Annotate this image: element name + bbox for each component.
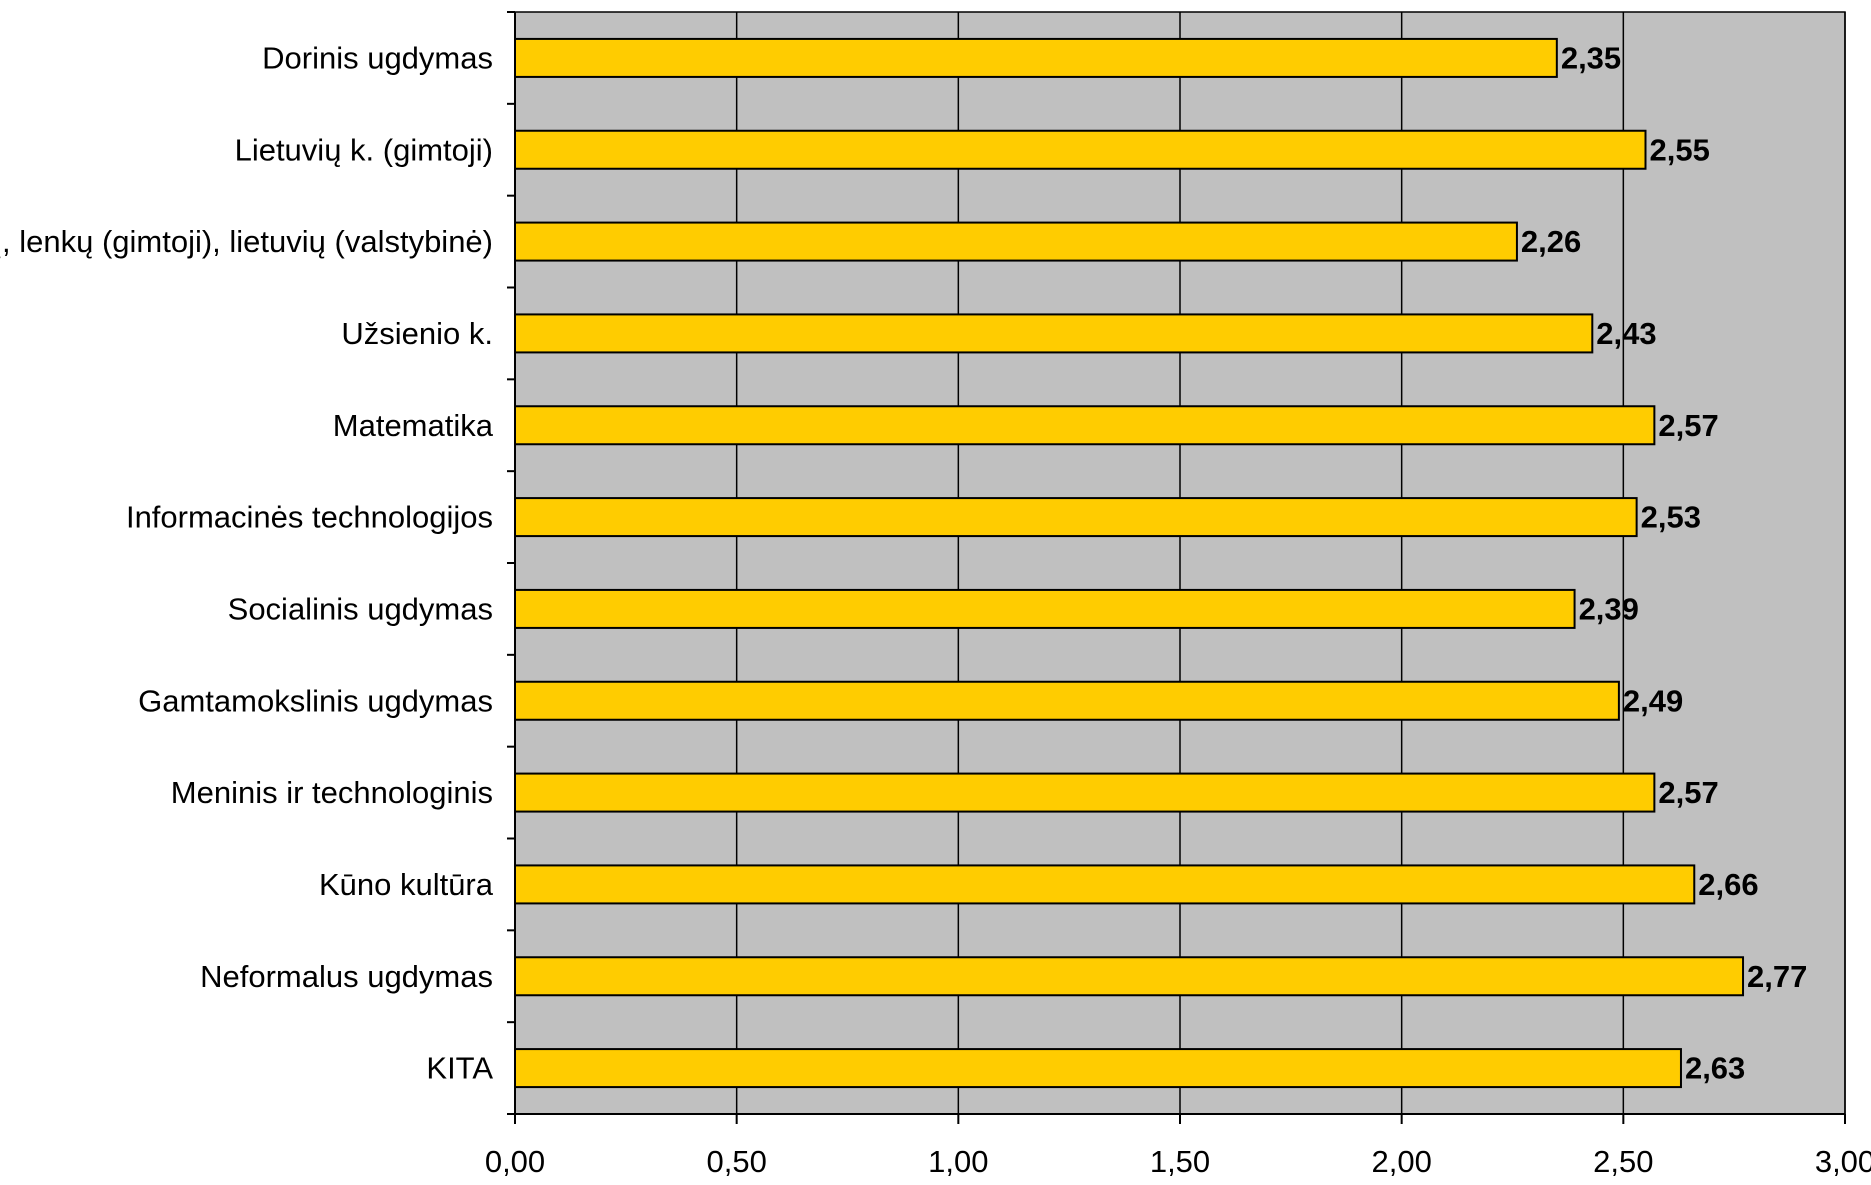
- data-label: 2,63: [1685, 1051, 1745, 1086]
- bars: [514, 37, 1745, 1089]
- category-label: Neformalus ugdymas: [200, 959, 493, 994]
- x-tick-label: 1,00: [928, 1144, 988, 1179]
- category-label: Rusų, lenkų (gimtoji), lietuvių (valstyb…: [0, 224, 493, 259]
- data-label: 2,57: [1658, 775, 1718, 810]
- bar: [514, 497, 1638, 538]
- bar: [514, 37, 1558, 78]
- data-label: 2,26: [1521, 224, 1581, 259]
- x-tick-label: 1,50: [1150, 1144, 1210, 1179]
- x-tick-labels: 0,00 0,50 1,00 1,50 2,00 2,50 3,00: [485, 1144, 1871, 1179]
- data-label: 2,77: [1747, 959, 1807, 994]
- data-label: 2,49: [1623, 683, 1683, 718]
- x-tick-label: 2,00: [1371, 1144, 1431, 1179]
- data-labels: 2,35 2,55 2,26 2,43 2,57 2,53 2,39 2,49 2,57 2,66…: [1521, 40, 1807, 1085]
- data-label: 2,53: [1641, 500, 1701, 535]
- category-label: Gamtamokslinis ugdymas: [138, 683, 493, 718]
- x-tick-label: 0,00: [485, 1144, 545, 1179]
- gridlines: [735, 12, 1846, 1114]
- bar: [514, 129, 1647, 170]
- bar: [514, 313, 1594, 354]
- bar: [514, 405, 1656, 446]
- bar: [514, 772, 1656, 813]
- category-labels: Dorinis ugdymas Lietuvių k. (gimtoji) Rusų…: [0, 40, 494, 1085]
- bar: [514, 588, 1576, 629]
- x-tick-label: 0,50: [706, 1144, 766, 1179]
- category-label: KITA: [426, 1051, 493, 1086]
- x-tick-label: 3,00: [1815, 1144, 1871, 1179]
- bar: [514, 1048, 1682, 1089]
- category-label: Matematika: [333, 408, 494, 443]
- x-tick-label: 2,50: [1593, 1144, 1653, 1179]
- category-label: Užsienio k.: [341, 316, 493, 351]
- bar: [514, 864, 1696, 905]
- axes: [507, 11, 1846, 1124]
- category-label: Kūno kultūra: [319, 867, 494, 902]
- category-label: Socialinis ugdymas: [228, 591, 493, 626]
- category-label: Meninis ir technologinis: [171, 775, 493, 810]
- data-label: 2,55: [1650, 132, 1710, 167]
- data-label: 2,35: [1561, 40, 1621, 75]
- category-label: Informacinės technologijos: [126, 500, 493, 535]
- data-label: 2,66: [1698, 867, 1758, 902]
- data-label: 2,57: [1658, 408, 1718, 443]
- bar: [514, 956, 1745, 997]
- category-label: Dorinis ugdymas: [262, 40, 493, 75]
- category-label: Lietuvių k. (gimtoji): [235, 132, 493, 167]
- bar: [514, 680, 1620, 721]
- data-label: 2,43: [1596, 316, 1656, 351]
- bar: [514, 221, 1518, 262]
- data-label: 2,39: [1579, 591, 1639, 626]
